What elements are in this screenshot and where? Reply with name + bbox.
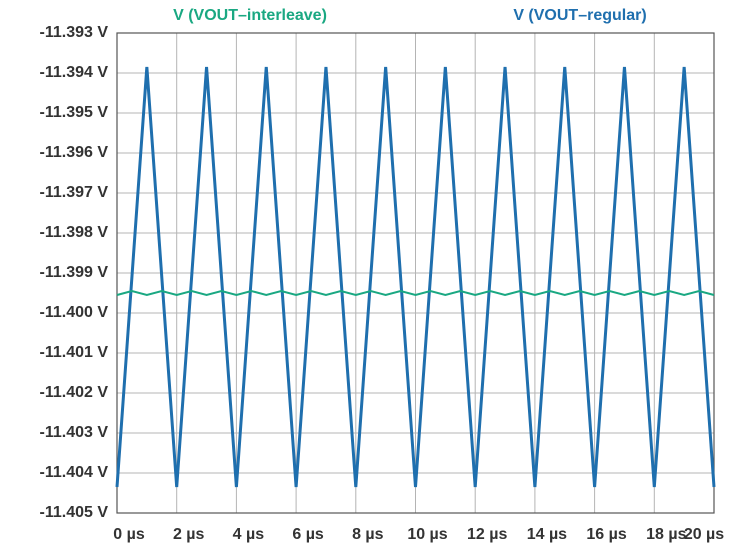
y-tick-label: -11.396 V bbox=[40, 144, 109, 161]
y-tick-label: -11.405 V bbox=[40, 504, 109, 521]
y-tick-label: -11.394 V bbox=[40, 64, 109, 81]
x-tick-label: 0 µs bbox=[113, 526, 145, 543]
x-tick-label: 16 µs bbox=[586, 526, 626, 543]
y-tick-label: -11.404 V bbox=[40, 464, 109, 481]
legend-label: V (VOUT–interleave) bbox=[173, 7, 327, 24]
x-tick-label: 12 µs bbox=[467, 526, 507, 543]
x-tick-label: 4 µs bbox=[233, 526, 265, 543]
y-tick-label: -11.400 V bbox=[40, 304, 109, 321]
legend-label: V (VOUT–regular) bbox=[513, 7, 646, 24]
series-line bbox=[115, 66, 716, 488]
y-tick-label: -11.397 V bbox=[40, 184, 109, 201]
y-tick-label: -11.399 V bbox=[40, 264, 109, 281]
x-tick-label: 2 µs bbox=[173, 526, 205, 543]
y-tick-label: -11.403 V bbox=[40, 424, 109, 441]
y-tick-label: -11.395 V bbox=[40, 104, 109, 121]
y-tick-label: -11.398 V bbox=[40, 224, 109, 241]
x-tick-label: 6 µs bbox=[292, 526, 324, 543]
plot-border bbox=[116, 32, 715, 514]
y-tick-label: -11.393 V bbox=[40, 24, 109, 41]
y-tick-label: -11.402 V bbox=[40, 384, 109, 401]
y-tick-label: -11.401 V bbox=[40, 344, 109, 361]
x-tick-label: 18 µs bbox=[646, 526, 686, 543]
x-tick-label: 8 µs bbox=[352, 526, 384, 543]
series-line bbox=[116, 289, 715, 297]
x-tick-label: 14 µs bbox=[527, 526, 567, 543]
x-tick-label: 10 µs bbox=[407, 526, 447, 543]
x-tick-label: 20 µs bbox=[684, 526, 724, 543]
